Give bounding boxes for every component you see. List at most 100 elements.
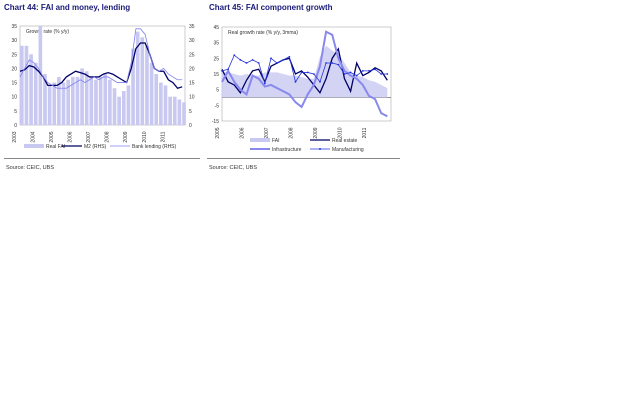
legend-infrastructure-label: Infrastructure [272, 147, 302, 153]
x-tick-label: 2008 [288, 127, 294, 138]
marker-manufacturing [300, 71, 303, 74]
x-tick-label: 2005 [215, 127, 221, 138]
marker-manufacturing [343, 73, 346, 75]
marker-manufacturing [368, 69, 370, 72]
bar-real-fai [80, 68, 84, 125]
bar-real-fai [66, 79, 70, 125]
y-tick-label: 10 [11, 95, 17, 101]
line-bank-lending-rhs- [19, 28, 183, 89]
bar-real-fai [140, 37, 145, 125]
y-tick-label: 35 [213, 41, 219, 47]
legend-bank-lending-rhs--label: Bank lending (RHS) [132, 144, 177, 150]
x-tick-label: 2003 [12, 131, 18, 142]
y-tick-label: 5 [216, 88, 219, 94]
marker-manufacturing [257, 62, 260, 64]
bar-real-fai [121, 91, 126, 125]
marker-manufacturing [312, 73, 315, 75]
line-infrastructure [221, 30, 388, 118]
marker-manufacturing [349, 71, 352, 74]
x-tick-label: 2010 [337, 127, 343, 138]
bar-real-fai [126, 85, 131, 125]
bar-real-fai [182, 102, 186, 125]
marker-manufacturing [227, 68, 230, 71]
x-tick-label: 2009 [313, 127, 319, 138]
x-tick-label: 2007 [86, 131, 92, 142]
y-tick-label: 0 [14, 123, 17, 129]
marker-manufacturing [276, 62, 279, 64]
bar-real-fai [112, 88, 117, 125]
x-tick-label: 2006 [239, 127, 245, 138]
legend-real-estate-label: Real estate [332, 138, 358, 144]
legend-real-fai-label: Real FAI [46, 144, 65, 150]
y-tick-label-right: 0 [189, 123, 192, 129]
legend-fai-swatch [250, 138, 270, 142]
bar-real-fai [33, 62, 38, 125]
legend-real-fai-swatch [24, 144, 44, 148]
y-tick-label: 25 [213, 56, 219, 62]
bar-real-fai [159, 82, 163, 125]
bar-real-fai [47, 85, 52, 125]
bar-real-fai [84, 71, 89, 125]
y-tick-label: 45 [213, 25, 219, 31]
bar-real-fai [29, 54, 33, 125]
marker-manufacturing [386, 73, 389, 75]
legend-fai-label: FAI [272, 138, 280, 144]
bar-real-fai [89, 76, 94, 125]
marker-manufacturing [233, 54, 236, 57]
chart44-source: Source: CEIC, UBS [6, 165, 54, 171]
chart-annotation: Growth rate (% y/y) [26, 29, 69, 35]
legend-manufacturing-label: Manufacturing [332, 147, 364, 153]
bar-real-fai [103, 74, 108, 125]
y-tick-label: 5 [14, 109, 17, 115]
bar-real-fai [135, 31, 140, 125]
y-tick-label-right: 10 [189, 95, 195, 101]
marker-manufacturing [325, 62, 327, 64]
x-tick-label: 2006 [68, 131, 74, 142]
divider [207, 158, 400, 159]
divider [4, 158, 200, 159]
y-tick-label: 25 [11, 52, 17, 58]
chart45-source: Source: CEIC, UBS [209, 165, 257, 171]
bar-real-fai [168, 96, 172, 125]
y-tick-label-right: 20 [189, 66, 195, 72]
x-tick-label: 2011 [160, 131, 166, 142]
bar-real-fai [149, 62, 154, 125]
y-tick-label-right: 5 [189, 109, 192, 115]
bar-real-fai [131, 48, 135, 125]
bar-real-fai [163, 85, 168, 125]
bar-real-fai [75, 76, 80, 125]
marker-manufacturing [355, 74, 358, 77]
x-tick-label: 2004 [31, 131, 37, 142]
y-tick-label: 15 [213, 72, 219, 78]
bar-real-fai [94, 79, 98, 125]
y-tick-label-right: 30 [189, 38, 195, 44]
y-tick-label: 30 [11, 38, 17, 44]
marker-manufacturing [337, 63, 340, 66]
bar-real-fai [43, 74, 47, 125]
marker-manufacturing [361, 69, 364, 72]
x-tick-label: 2008 [105, 131, 111, 142]
marker-manufacturing [251, 59, 254, 61]
y-tick-label-right: 25 [189, 52, 195, 58]
line-manufacturing [221, 54, 388, 85]
bar-real-fai [172, 96, 177, 125]
y-tick-label: -5 [215, 103, 220, 109]
marker-manufacturing [374, 68, 376, 71]
bar-real-fai [52, 82, 57, 125]
marker-manufacturing [239, 59, 242, 61]
chart45-title: Chart 45: FAI component growth [209, 3, 333, 12]
marker-manufacturing [294, 80, 297, 83]
y-tick-label-right: 35 [189, 24, 195, 30]
marker-manufacturing [380, 73, 383, 75]
bar-real-fai [98, 76, 103, 125]
x-tick-label: 2009 [123, 131, 129, 142]
marker-manufacturing [288, 55, 291, 58]
x-tick-label: 2007 [264, 127, 270, 138]
bar-real-fai [20, 45, 24, 125]
x-tick-label: 2005 [49, 131, 55, 142]
x-tick-label: 2011 [362, 127, 368, 138]
bar-real-fai [154, 74, 159, 125]
bar-real-fai [108, 79, 112, 125]
bar-real-fai [38, 26, 43, 125]
